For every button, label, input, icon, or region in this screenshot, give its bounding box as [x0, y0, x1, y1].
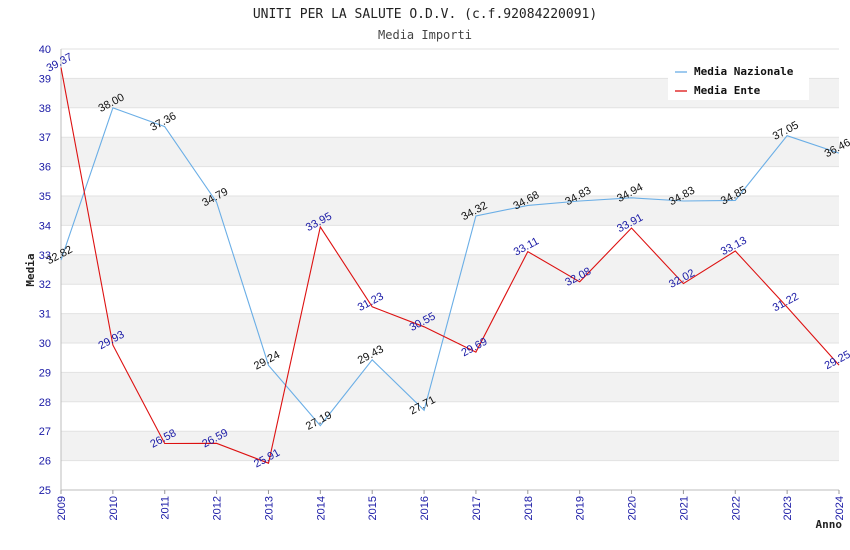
x-axis-label: Anno: [816, 518, 843, 531]
data-label: 37.36: [148, 110, 178, 134]
x-tick-label: 2010: [108, 496, 120, 520]
legend-label-media-ente: Media Ente: [694, 84, 761, 97]
x-tick-label: 2019: [575, 496, 587, 520]
axes: [60, 49, 840, 494]
grid-band: [61, 372, 839, 402]
y-tick-label: 36: [39, 162, 51, 174]
y-tick-label: 30: [39, 338, 51, 350]
x-tick-label: 2024: [834, 496, 846, 520]
y-tick-label: 26: [39, 456, 51, 468]
chart-subtitle: Media Importi: [378, 28, 472, 42]
series-lines: [60, 67, 840, 464]
y-tick-label: 35: [39, 191, 51, 203]
y-tick-label: 40: [39, 44, 51, 56]
x-tick-label: 2009: [56, 496, 68, 520]
y-tick-label: 28: [39, 397, 51, 409]
x-tick-labels: 2009 2010 2011 2012 2013 2014 2015 2016 2017 2018…: [56, 496, 846, 520]
data-label: 27.19: [304, 409, 334, 433]
grid-band: [61, 137, 839, 167]
y-tick-label: 27: [39, 426, 51, 438]
series-line-media-ente: [60, 67, 840, 464]
x-tick-label: 2017: [471, 496, 483, 520]
x-tick-label: 2022: [730, 496, 742, 520]
x-tick-label: 2016: [419, 496, 431, 520]
series-line-media-nazionale: [60, 107, 840, 427]
y-tick-label: 31: [39, 309, 51, 321]
x-tick-label: 2011: [160, 496, 172, 520]
y-tick-label: 39: [39, 73, 51, 85]
y-tick-label: 37: [39, 132, 51, 144]
y-tick-label: 25: [39, 485, 51, 497]
legend-label-media-nazionale: Media Nazionale: [694, 65, 794, 78]
y-tick-label: 34: [39, 220, 51, 232]
y-tick-label: 33: [39, 250, 51, 262]
x-tick-label: 2012: [212, 496, 224, 520]
chart-title: UNITI PER LA SALUTE O.D.V. (c.f.92084220…: [253, 7, 597, 22]
y-tick-label: 32: [39, 279, 51, 291]
x-tick-label: 2013: [263, 496, 275, 520]
grid-band: [61, 431, 839, 461]
legend: Media Nazionale Media Ente: [668, 60, 809, 100]
legend-box: [668, 60, 809, 100]
x-tick-label: 2023: [782, 496, 794, 520]
x-tick-label: 2014: [315, 496, 327, 520]
grid-band: [61, 254, 839, 285]
y-axis-label: Media: [24, 253, 37, 286]
y-tick-label: 38: [39, 103, 51, 115]
grid-lines: [61, 48, 839, 491]
x-tick-label: 2020: [627, 496, 639, 520]
grid-band: [61, 313, 839, 343]
y-tick-label: 29: [39, 367, 51, 379]
y-tick-labels: 25 26 27 28 29 30 31 32 33 34 35 36 37 38 39 40: [39, 44, 51, 497]
x-tick-label: 2021: [678, 496, 690, 520]
x-tick-label: 2015: [367, 496, 379, 520]
data-label: 29.43: [356, 343, 386, 367]
data-label: 29.24: [252, 349, 282, 373]
x-tick-label: 2018: [523, 496, 535, 520]
grid-bands: [61, 78, 839, 461]
